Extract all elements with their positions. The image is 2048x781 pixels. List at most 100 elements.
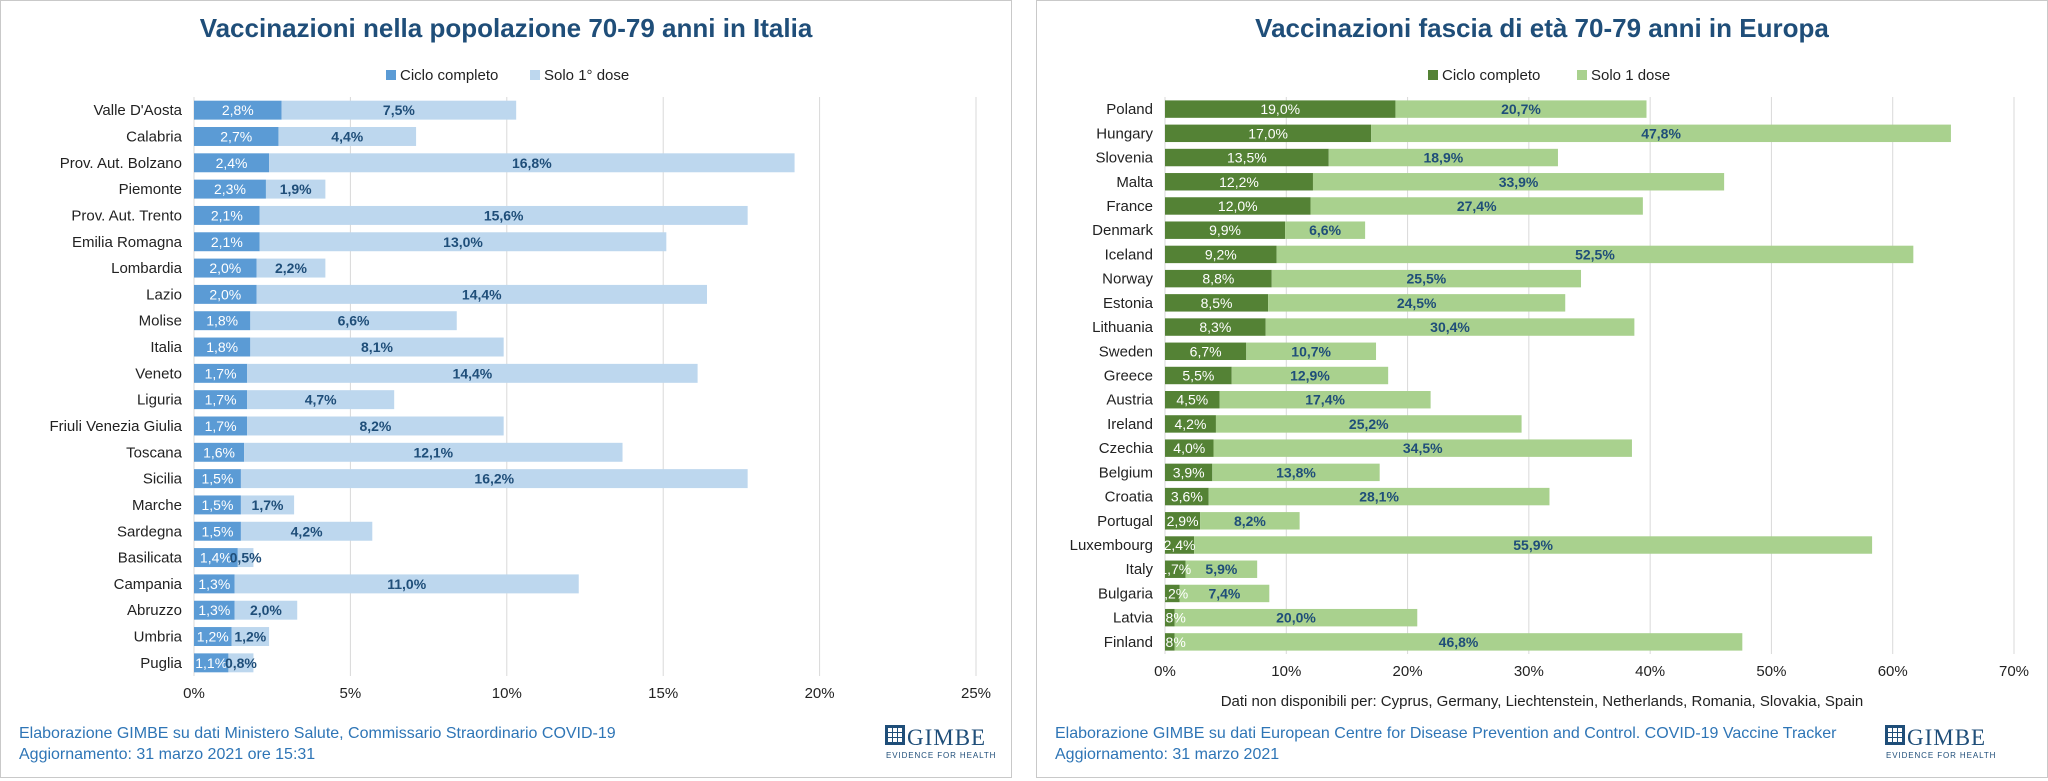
data-label: 2,0% <box>209 260 241 276</box>
data-label: 55,9% <box>1513 537 1553 553</box>
category-label: Liguria <box>137 392 183 409</box>
gimbe-logo-subtext: EVIDENCE FOR HEALTH <box>886 751 997 760</box>
data-label: 16,8% <box>512 155 552 171</box>
bar-ciclo-completo <box>1165 100 1396 118</box>
data-label: 1,7% <box>205 365 237 381</box>
data-label: 4,5% <box>1176 392 1208 408</box>
bar-prima-dose <box>231 627 270 646</box>
data-label: 2,4% <box>216 155 248 171</box>
bar-ciclo-completo <box>1165 221 1286 239</box>
data-label: 27,4% <box>1457 198 1497 214</box>
update-note: Aggiornamento: 31 marzo 2021 <box>1055 746 1280 763</box>
x-tick-label: 70% <box>1999 663 2029 680</box>
data-label: 2,1% <box>211 234 243 250</box>
bar-ciclo-completo <box>194 495 241 515</box>
data-label: 12,1% <box>413 444 453 460</box>
data-label: 2,3% <box>214 181 246 197</box>
x-tick-label: 20% <box>1393 663 1423 680</box>
data-label: 12,0% <box>1218 198 1258 214</box>
bar-prima-dose <box>1179 584 1270 603</box>
bar-prima-dose <box>1212 463 1380 482</box>
data-label: 34,5% <box>1403 440 1443 456</box>
category-label: Estonia <box>1103 295 1154 312</box>
category-label: Sicilia <box>143 471 183 488</box>
x-tick-label: 50% <box>1756 663 1786 680</box>
data-label: 0,8% <box>225 655 257 671</box>
data-label: 11,0% <box>387 576 426 592</box>
category-label: Ireland <box>1107 416 1153 433</box>
x-tick-label: 10% <box>492 685 522 702</box>
data-label: 4,0% <box>1173 440 1205 456</box>
category-label: Piemonte <box>119 181 182 198</box>
data-label: 12,2% <box>1219 174 1259 190</box>
bar-ciclo-completo <box>1165 173 1313 191</box>
category-label: Denmark <box>1092 222 1153 239</box>
data-label: 20,0% <box>1276 610 1316 626</box>
data-label: 10,7% <box>1291 343 1331 359</box>
data-label: 2,9% <box>1167 513 1199 529</box>
bar-prima-dose <box>1310 197 1643 215</box>
bar-prima-dose <box>1231 366 1389 385</box>
bar-ciclo-completo <box>1165 245 1277 264</box>
data-label: 0,8% <box>1154 610 1186 626</box>
bar-prima-dose <box>237 548 254 568</box>
data-label: 3,9% <box>1173 464 1205 480</box>
bar-ciclo-completo <box>194 258 257 278</box>
bar-ciclo-completo <box>194 363 248 383</box>
data-label: 15,6% <box>484 207 524 223</box>
bar-ciclo-completo <box>194 390 248 410</box>
bar-prima-dose <box>1174 608 1418 627</box>
data-label: 19,0% <box>1260 101 1300 117</box>
bar-ciclo-completo <box>194 574 235 594</box>
x-tick-label: 60% <box>1878 663 1908 680</box>
bar-ciclo-completo <box>1165 197 1311 215</box>
bar-prima-dose <box>228 653 254 673</box>
bar-prima-dose <box>265 179 326 199</box>
category-label: Emilia Romagna <box>72 234 183 251</box>
data-label: 12,9% <box>1290 368 1330 384</box>
data-label: 8,5% <box>1201 295 1233 311</box>
category-label: Sardegna <box>117 523 183 540</box>
italy-stacked-bar-chart: 0% 5% 10% 15% 20% 25% Ciclo completo Solo 1° do… <box>49 67 991 702</box>
legend-swatch <box>1428 70 1438 80</box>
data-label: 1,7% <box>1159 561 1191 577</box>
bar-ciclo-completo <box>1165 318 1266 336</box>
category-label: Poland <box>1106 101 1153 118</box>
category-label: Sweden <box>1099 343 1153 360</box>
data-label: 33,9% <box>1499 174 1539 190</box>
x-tick-label: 30% <box>1514 663 1544 680</box>
bar-ciclo-completo <box>1165 512 1201 530</box>
data-label: 30,4% <box>1430 319 1470 335</box>
category-label: France <box>1106 198 1153 215</box>
category-label: Campania <box>114 576 183 593</box>
data-label: 4,2% <box>1175 416 1207 432</box>
bar-ciclo-completo <box>194 127 279 146</box>
x-tick-label: 10% <box>1271 663 1301 680</box>
data-label: 1,7% <box>205 392 237 408</box>
data-label: 8,8% <box>1202 271 1234 287</box>
bar-ciclo-completo <box>1165 584 1180 603</box>
bar-prima-dose <box>1265 318 1635 336</box>
bar-prima-dose <box>1219 390 1431 409</box>
bar-prima-dose <box>1285 221 1366 239</box>
source-note: Elaborazione GIMBE su dati Ministero Sal… <box>19 725 616 742</box>
category-label: Hungary <box>1096 125 1153 142</box>
category-label: Slovenia <box>1095 150 1153 167</box>
category-label: Lithuania <box>1092 319 1154 336</box>
bar-ciclo-completo <box>1165 269 1272 288</box>
data-label: 18,9% <box>1423 150 1463 166</box>
category-label: Austria <box>1106 392 1153 409</box>
data-label: 2,0% <box>250 602 282 618</box>
bar-prima-dose <box>240 469 748 489</box>
data-label: 13,0% <box>443 234 483 250</box>
data-label: 46,8% <box>1439 634 1479 650</box>
x-tick-label: 25% <box>961 685 991 702</box>
category-label: Latvia <box>1113 610 1154 627</box>
bar-prima-dose <box>244 442 623 462</box>
bar-ciclo-completo <box>1165 536 1195 554</box>
data-label: 7,4% <box>1208 585 1240 601</box>
gimbe-logo-text: GIMBE <box>907 725 987 750</box>
gimbe-logo-mark-icon <box>885 725 905 745</box>
data-label: 1,5% <box>201 497 233 513</box>
data-label: 16,2% <box>474 471 514 487</box>
